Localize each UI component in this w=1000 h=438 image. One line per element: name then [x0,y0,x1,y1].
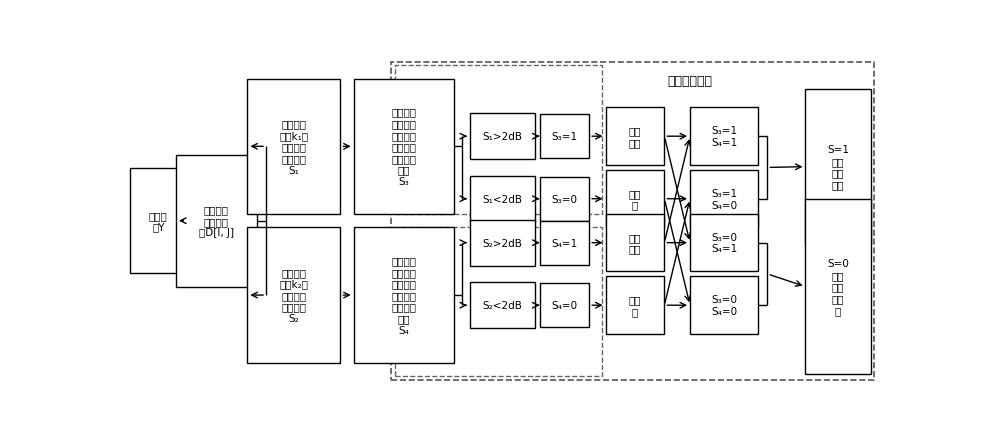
Text: 振动事件判别: 振动事件判别 [668,75,713,88]
Bar [391,63,874,380]
Bar [247,80,340,215]
Bar [805,90,871,245]
Bar [395,228,602,376]
Text: S₃=0
S₄=1: S₃=0 S₄=1 [711,232,737,254]
Text: S₃=1
S₄=1: S₃=1 S₄=1 [711,126,737,148]
Text: S₃=1
S₄=0: S₃=1 S₄=0 [711,188,737,210]
Text: 中频信
号Y: 中频信 号Y [149,210,168,232]
Text: 无振
动: 无振 动 [629,295,641,316]
Bar [606,215,664,272]
Bar [470,114,535,160]
Text: S₂<2dB: S₂<2dB [482,300,522,311]
Bar [130,169,186,273]
Bar [690,215,758,272]
Text: S₃=0: S₃=0 [551,194,577,204]
Bar [395,66,602,215]
Bar [690,108,758,166]
Text: S₂>2dB: S₂>2dB [482,238,522,248]
Bar [354,228,454,363]
Text: S=1
振动
事件
存在: S=1 振动 事件 存在 [827,145,849,190]
Text: S₃=1: S₃=1 [551,132,577,142]
Bar [470,220,535,266]
Bar [247,228,340,363]
Text: 第一差分
步长k₁产
生第一路
探测信号
S₁: 第一差分 步长k₁产 生第一路 探测信号 S₁ [279,119,309,175]
Bar [354,80,454,215]
Text: 基于阈值
法，采用
二进制数
表示第一
数字探测
信号
S₃: 基于阈值 法，采用 二进制数 表示第一 数字探测 信号 S₃ [392,107,416,187]
Bar [540,177,589,221]
Bar [540,221,589,265]
Text: S₃=0
S₄=0: S₃=0 S₄=0 [711,295,737,316]
Text: S=0
振动
事件
不存
在: S=0 振动 事件 不存 在 [827,259,849,315]
Bar [470,283,535,328]
Text: 无振
动: 无振 动 [629,188,641,210]
Bar [690,277,758,334]
Bar [805,199,871,374]
Text: 存在
振动: 存在 振动 [629,126,641,148]
Bar [606,108,664,166]
Bar [540,115,589,159]
Text: 第二差分
步长k₂产
生第二路
探测信号
S₂: 第二差分 步长k₂产 生第二路 探测信号 S₂ [279,267,308,324]
Bar [606,171,664,228]
Text: 正交解调
与数据重
组D[I, J]: 正交解调 与数据重 组D[I, J] [199,205,234,238]
Bar [540,283,589,328]
Text: S₁>2dB: S₁>2dB [482,132,522,142]
Bar [606,277,664,334]
Bar [470,177,535,222]
Text: S₄=1: S₄=1 [551,238,578,248]
Text: S₄=0: S₄=0 [551,300,577,311]
Text: 基于阈值
法，采用
二进制数
表示第二
数字探测
信号
S₄: 基于阈值 法，采用 二进制数 表示第二 数字探测 信号 S₄ [392,256,416,335]
Text: S₁<2dB: S₁<2dB [482,194,522,204]
Bar [176,155,257,287]
Text: 存在
振动: 存在 振动 [629,232,641,254]
Bar [690,171,758,228]
